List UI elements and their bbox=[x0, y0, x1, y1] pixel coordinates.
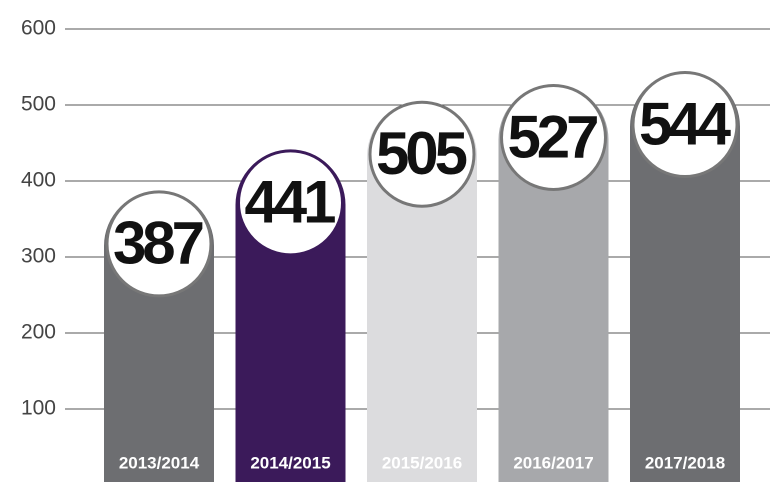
value-badge bbox=[368, 100, 476, 208]
y-tick-label: 600 bbox=[21, 17, 56, 40]
x-tick-label: 2013/2014 bbox=[119, 453, 200, 472]
bar bbox=[630, 71, 740, 482]
value-label: 527 bbox=[507, 103, 597, 170]
bar bbox=[498, 84, 609, 482]
value-label: 505 bbox=[376, 120, 467, 187]
y-tick-label: 500 bbox=[21, 93, 56, 116]
y-tick-label: 100 bbox=[21, 397, 56, 420]
x-tick-label: 2015/2016 bbox=[382, 453, 462, 472]
x-tick-label: 2014/2015 bbox=[250, 453, 330, 472]
y-tick-label: 400 bbox=[21, 169, 56, 192]
value-label: 387 bbox=[113, 210, 203, 277]
value-badge bbox=[500, 83, 607, 191]
value-label: 544 bbox=[639, 90, 732, 157]
x-tick-label: 2016/2017 bbox=[513, 453, 593, 472]
y-tick-label: 200 bbox=[21, 321, 56, 344]
value-badge bbox=[237, 149, 344, 257]
x-tick-label: 2017/2018 bbox=[645, 453, 725, 472]
value-badge bbox=[105, 190, 213, 298]
y-tick-label: 300 bbox=[21, 245, 56, 268]
value-badge bbox=[631, 71, 739, 179]
value-label: 441 bbox=[244, 169, 335, 236]
